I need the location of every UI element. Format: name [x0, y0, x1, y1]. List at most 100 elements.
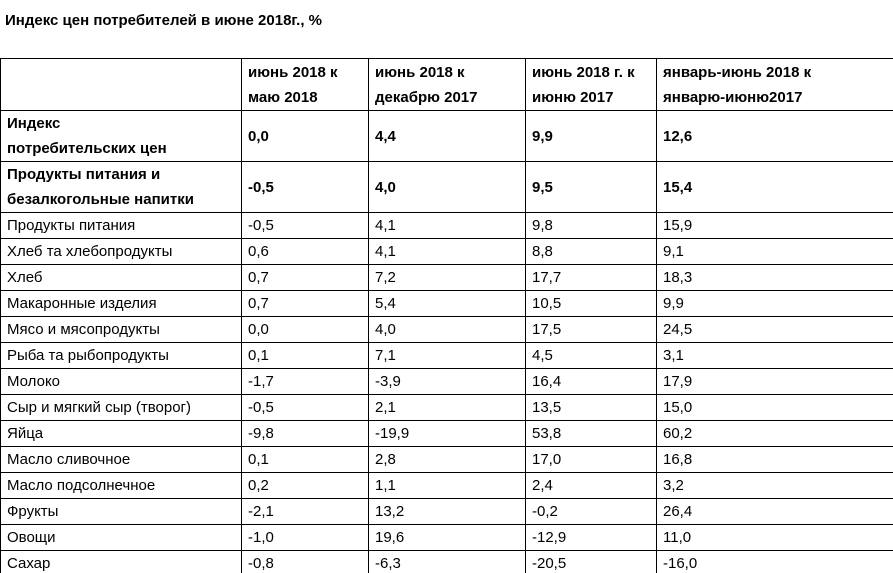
cell-value: -19,9 [368, 420, 526, 447]
cell-value: 1,1 [368, 472, 526, 499]
cell-value: 0,7 [241, 290, 369, 317]
row-label: Яйца [0, 420, 242, 447]
cell-value: 4,4 [368, 110, 526, 162]
row-label: Сыр и мягкий сыр (творог) [0, 394, 242, 421]
row-label: Фрукты [0, 498, 242, 525]
row-label: Мясо и мясопродукты [0, 316, 242, 343]
cell-value: 9,8 [525, 212, 657, 239]
cell-value: -16,0 [656, 550, 893, 573]
cell-value: 8,8 [525, 238, 657, 265]
cell-value: -9,8 [241, 420, 369, 447]
row-label: Хлеб та хлебопродукты [0, 238, 242, 265]
row-label: Рыба та рыбопродукты [0, 342, 242, 369]
cell-value: 9,9 [525, 110, 657, 162]
row-label: Молоко [0, 368, 242, 395]
row-label-text: Продукты питания и безалкогольные напитк… [7, 166, 194, 208]
table-row: Молоко -1,7 -3,9 16,4 17,9 [0, 368, 893, 395]
cell-value: 4,5 [525, 342, 657, 369]
table-row: Макаронные изделия 0,7 5,4 10,5 9,9 [0, 290, 893, 317]
cell-value: 4,1 [368, 212, 526, 239]
cell-value: 17,5 [525, 316, 657, 343]
cell-value: 5,4 [368, 290, 526, 317]
cell-value: -12,9 [525, 524, 657, 551]
row-label: Индекс потребительских цен [0, 110, 242, 162]
row-label: Масло подсолнечное [0, 472, 242, 499]
cell-value: -3,9 [368, 368, 526, 395]
row-label: Масло сливочное [0, 446, 242, 473]
col-header-label: июнь 2018 к маю 2018 [248, 63, 338, 106]
cell-value: 53,8 [525, 420, 657, 447]
cell-value: -0,5 [241, 394, 369, 421]
cell-value: 3,2 [656, 472, 893, 499]
cell-value: 13,2 [368, 498, 526, 525]
cell-value: 60,2 [656, 420, 893, 447]
table-row-total-index: Индекс потребительских цен 0,0 4,4 9,9 1… [0, 110, 893, 162]
row-label-text: Индекс потребительских цен [7, 115, 167, 157]
cell-value: 4,0 [368, 316, 526, 343]
table-row: Продукты питания -0,5 4,1 9,8 15,9 [0, 212, 893, 239]
cell-value: 9,9 [656, 290, 893, 317]
cell-value: 0,6 [241, 238, 369, 265]
cell-value: 15,9 [656, 212, 893, 239]
cell-value: -20,5 [525, 550, 657, 573]
table-row: Масло сливочное 0,1 2,8 17,0 16,8 [0, 446, 893, 473]
cell-value: 15,0 [656, 394, 893, 421]
table-row-food-group: Продукты питания и безалкогольные напитк… [0, 161, 893, 213]
cell-value: 0,1 [241, 446, 369, 473]
cell-value: 9,1 [656, 238, 893, 265]
cell-value: 7,1 [368, 342, 526, 369]
cell-value: -0,8 [241, 550, 369, 573]
col-header-label: июнь 2018 к декабрю 2017 [375, 63, 478, 106]
cell-value: 16,8 [656, 446, 893, 473]
cell-value: 13,5 [525, 394, 657, 421]
table-row: Фрукты -2,1 13,2 -0,2 26,4 [0, 498, 893, 525]
cell-value: 0,0 [241, 110, 369, 162]
table-row: Яйца -9,8 -19,9 53,8 60,2 [0, 420, 893, 447]
table-row: Сыр и мягкий сыр (творог) -0,5 2,1 13,5 … [0, 394, 893, 421]
col-header-label: январь-июнь 2018 к январю-июню2017 [663, 63, 812, 106]
cell-value: 16,4 [525, 368, 657, 395]
cell-value: 11,0 [656, 524, 893, 551]
row-label: Хлеб [0, 264, 242, 291]
cell-value: 2,4 [525, 472, 657, 499]
cell-value: 2,1 [368, 394, 526, 421]
table-row: Масло подсолнечное 0,2 1,1 2,4 3,2 [0, 472, 893, 499]
cell-value: 0,0 [241, 316, 369, 343]
cell-value: -1,0 [241, 524, 369, 551]
row-label: Продукты питания и безалкогольные напитк… [0, 161, 242, 213]
cell-value: 2,8 [368, 446, 526, 473]
row-label: Овощи [0, 524, 242, 551]
row-label: Сахар [0, 550, 242, 573]
cell-value: 0,2 [241, 472, 369, 499]
table-row: Овощи -1,0 19,6 -12,9 11,0 [0, 524, 893, 551]
price-index-table: июнь 2018 к маю 2018 июнь 2018 к декабрю… [0, 58, 893, 573]
cell-value: 19,6 [368, 524, 526, 551]
table-row: Хлеб 0,7 7,2 17,7 18,3 [0, 264, 893, 291]
table-row: Рыба та рыбопродукты 0,1 7,1 4,5 3,1 [0, 342, 893, 369]
cell-value: 15,4 [656, 161, 893, 213]
cell-value: 4,1 [368, 238, 526, 265]
table-row: Сахар -0,8 -6,3 -20,5 -16,0 [0, 550, 893, 573]
cell-value: 7,2 [368, 264, 526, 291]
cell-value: -0,2 [525, 498, 657, 525]
cell-value: 9,5 [525, 161, 657, 213]
header-row: июнь 2018 к маю 2018 июнь 2018 к декабрю… [0, 58, 893, 111]
table-row: Хлеб та хлебопродукты 0,6 4,1 8,8 9,1 [0, 238, 893, 265]
cell-value: 17,9 [656, 368, 893, 395]
col-header-jun-to-may: июнь 2018 к маю 2018 [241, 58, 369, 111]
cell-value: 17,7 [525, 264, 657, 291]
cell-value: 0,7 [241, 264, 369, 291]
cell-value: 10,5 [525, 290, 657, 317]
cell-value: 26,4 [656, 498, 893, 525]
cell-value: 24,5 [656, 316, 893, 343]
row-label: Макаронные изделия [0, 290, 242, 317]
cell-value: -0,5 [241, 161, 369, 213]
col-header-jun-to-jun: июнь 2018 г. к июню 2017 [525, 58, 657, 111]
cell-value: -6,3 [368, 550, 526, 573]
cell-value: -0,5 [241, 212, 369, 239]
cell-value: 0,1 [241, 342, 369, 369]
col-header-empty [0, 58, 242, 111]
cell-value: 17,0 [525, 446, 657, 473]
cell-value: 18,3 [656, 264, 893, 291]
table-row: Мясо и мясопродукты 0,0 4,0 17,5 24,5 [0, 316, 893, 343]
